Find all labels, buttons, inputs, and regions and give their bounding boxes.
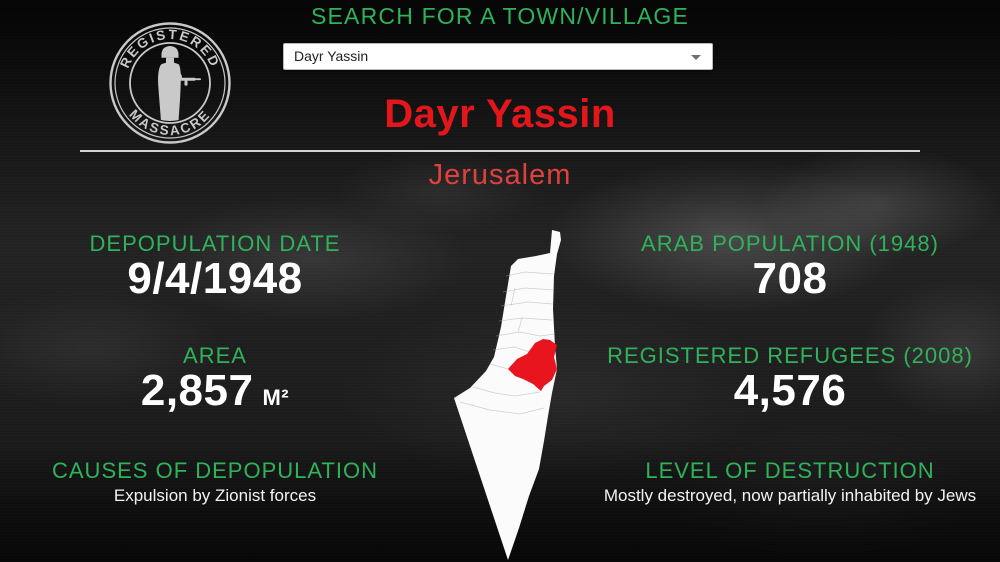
- stat-value: 4,576: [733, 366, 847, 415]
- soldier-with-rifle-icon: [158, 46, 201, 121]
- town-select-value: Dayr Yassin: [294, 48, 369, 64]
- stat-registered-refugees: REGISTERED REFUGEES (2008) 4,576: [590, 344, 990, 414]
- area-number: 2,857: [140, 366, 254, 415]
- registered-massacre-badge: REGISTERED MASSACRE: [109, 22, 231, 144]
- stat-text: Mostly destroyed, now partially inhabite…: [603, 486, 977, 505]
- stat-value: 2,857 M²: [15, 368, 415, 421]
- badge-inner-ring: [129, 42, 211, 124]
- stat-depopulation-date: DEPOPULATION DATE 9/4/1948: [15, 232, 415, 302]
- stat-area: AREA 2,857 M²: [15, 344, 415, 421]
- stat-label: AREA: [183, 343, 247, 368]
- stat-arab-population: ARAB POPULATION (1948) 708: [590, 232, 990, 302]
- stat-label: ARAB POPULATION (1948): [641, 231, 939, 256]
- stat-text: Expulsion by Zionist forces: [113, 486, 317, 505]
- stat-label: LEVEL OF DESTRUCTION: [645, 458, 935, 483]
- badge-middle-ring: [114, 27, 226, 139]
- district-boundaries: [459, 271, 556, 415]
- stat-label: CAUSES OF DEPOPULATION: [52, 458, 378, 483]
- town-select[interactable]: Dayr Yassin: [283, 43, 713, 70]
- dropdown-caret-icon[interactable]: [691, 55, 701, 60]
- area-unit: M²: [262, 385, 290, 410]
- stat-level-of-destruction: LEVEL OF DESTRUCTION Mostly destroyed, n…: [590, 459, 990, 507]
- palestine-districts-map[interactable]: [440, 226, 600, 562]
- divider-line: [80, 150, 920, 152]
- badge-outer-ring: [109, 22, 231, 144]
- town-title: Dayr Yassin: [384, 92, 616, 136]
- stat-value: 708: [752, 254, 828, 303]
- highlighted-jerusalem-district[interactable]: [508, 339, 557, 391]
- stat-label: DEPOPULATION DATE: [89, 231, 341, 256]
- stat-label: REGISTERED REFUGEES (2008): [607, 343, 973, 368]
- stat-causes-of-depopulation: CAUSES OF DEPOPULATION Expulsion by Zion…: [15, 459, 415, 507]
- district-subtitle: Jerusalem: [428, 159, 572, 191]
- search-heading: SEARCH FOR A TOWN/VILLAGE: [310, 3, 690, 29]
- stat-value: 9/4/1948: [127, 254, 303, 303]
